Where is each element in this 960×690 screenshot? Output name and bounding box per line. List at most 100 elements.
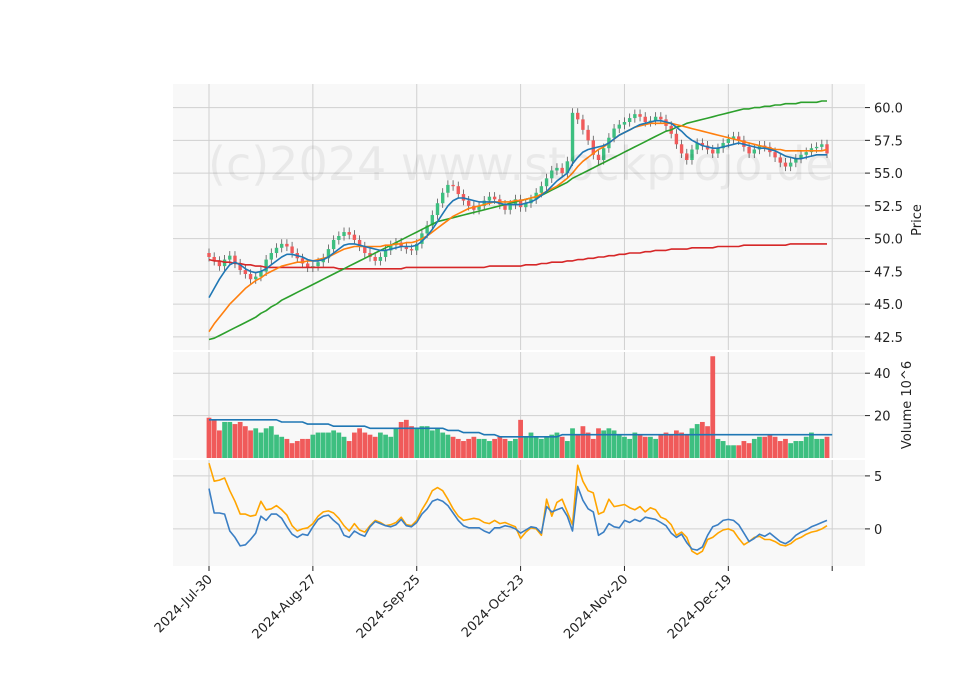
volume-bar <box>393 428 399 458</box>
volume-bar <box>294 441 300 458</box>
volume-bar <box>268 426 274 458</box>
candle-down <box>492 196 497 200</box>
candle-up <box>326 249 331 259</box>
candle-down <box>747 146 751 154</box>
candle-down <box>233 255 237 264</box>
candle-down <box>456 186 460 195</box>
candle-down <box>503 204 507 210</box>
volume-bar <box>383 434 388 458</box>
volume-bar <box>450 436 456 458</box>
volume-bar <box>481 438 487 458</box>
candle-down <box>825 144 829 154</box>
ma-200-line <box>208 243 827 270</box>
oscillator-line-a <box>208 485 828 551</box>
volume-bar <box>793 441 799 458</box>
volume-bar <box>341 436 347 458</box>
candle-up <box>425 225 429 234</box>
candle-down <box>659 116 663 120</box>
volume-bar <box>409 426 414 458</box>
ma-short-line <box>208 119 827 298</box>
volume-bar <box>544 436 549 458</box>
price-ytick-label: 50.0 <box>874 233 903 248</box>
candle-up <box>550 170 554 179</box>
volume-bar <box>513 438 518 458</box>
volume-bar <box>471 436 477 458</box>
price-ytick-label: 52.5 <box>874 200 903 215</box>
candle-down <box>586 129 590 141</box>
volume-bar <box>824 436 830 458</box>
volume-bar <box>741 441 747 458</box>
price-background <box>173 84 865 350</box>
candle-up <box>731 136 736 140</box>
volume-bar <box>725 445 731 458</box>
candle-down <box>581 119 585 130</box>
candle-up <box>565 161 570 174</box>
candle-up <box>524 203 528 208</box>
volume-bar <box>507 441 513 458</box>
volume-bar <box>777 441 783 458</box>
candle-down <box>466 200 471 206</box>
volume-bar <box>814 438 820 458</box>
price-ytick-label: 60.0 <box>874 102 903 117</box>
candle-down <box>404 246 409 250</box>
candle-up <box>477 205 481 210</box>
volume-bar <box>258 432 264 458</box>
candle-down <box>778 157 782 163</box>
candle-up <box>617 124 621 129</box>
price-ytick-label: 42.5 <box>874 331 903 346</box>
volume-bar <box>658 434 664 458</box>
candle-down <box>638 114 642 117</box>
candle-down <box>685 153 689 160</box>
candle-down <box>674 133 679 145</box>
volume-bar <box>305 438 311 458</box>
candle-up <box>804 152 808 155</box>
candle-down <box>783 162 788 167</box>
price-axis-label: Price <box>910 204 925 236</box>
price-panel: 42.5 45.0 47.5 50.0 52.5 55.0 57.5 60.0 <box>173 84 903 350</box>
volume-bar <box>300 438 305 458</box>
volume-bar <box>429 430 435 458</box>
candle-down <box>409 249 414 251</box>
volume-bar <box>497 436 503 458</box>
volume-bar <box>715 438 721 458</box>
candle-down <box>238 263 242 271</box>
candle-down <box>207 253 211 257</box>
volume-bar <box>227 421 233 458</box>
candle-up <box>264 259 268 272</box>
candle-up <box>752 149 756 154</box>
candle-down <box>300 258 305 264</box>
volume-bar <box>809 432 814 458</box>
candle-up <box>622 122 627 125</box>
oscillator-ytick-label: 0 <box>874 523 882 538</box>
candle-down <box>700 142 705 146</box>
candle-up <box>788 162 793 167</box>
volume-bar <box>575 434 581 458</box>
candle-up <box>487 196 492 201</box>
volume-bar <box>585 432 591 458</box>
price-ytick-label: 45.0 <box>874 298 903 313</box>
volume-bar <box>206 417 212 458</box>
volume-bar <box>699 421 705 458</box>
price-ytick-label: 55.0 <box>874 167 903 182</box>
candle-up <box>695 142 699 150</box>
candle-up <box>435 203 440 216</box>
volume-bar <box>476 438 482 458</box>
oscillator-background <box>173 460 865 566</box>
candle-up <box>794 158 798 163</box>
volume-bar <box>388 436 394 458</box>
candle-up <box>633 114 637 119</box>
candle-up <box>653 116 658 121</box>
volume-bar <box>435 428 440 458</box>
volume-bar <box>736 445 742 458</box>
oscillator-line-b <box>208 462 828 556</box>
candle-down <box>243 270 248 274</box>
candle-up <box>820 144 824 147</box>
volume-bar <box>315 432 321 458</box>
candle-up <box>726 139 731 143</box>
candle-up <box>259 271 263 277</box>
volume-bar <box>279 436 285 458</box>
candle-down <box>352 234 357 240</box>
volume-bar <box>694 424 700 458</box>
volume-bar <box>746 443 752 458</box>
